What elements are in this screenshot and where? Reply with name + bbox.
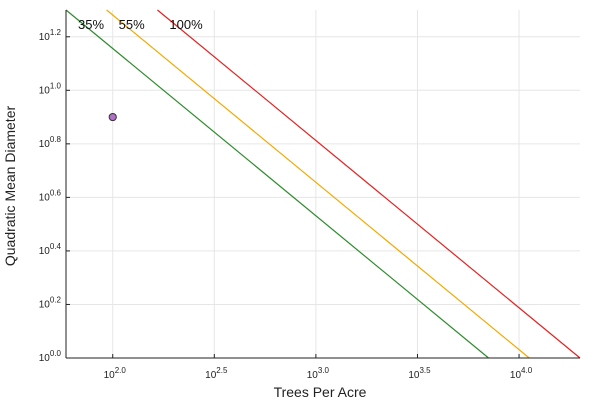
series-line-1 bbox=[106, 9, 530, 359]
grid-layer bbox=[66, 10, 580, 359]
y-tick-label-5: 101.0 bbox=[39, 81, 62, 96]
y-axis-label: Quadratic Mean Diameter bbox=[2, 106, 18, 267]
y-tick-layer: 100.0 100.2 100.4 100.6 100.8 101.0 101.2 bbox=[39, 28, 70, 364]
y-tick-label-6: 101.2 bbox=[39, 28, 62, 43]
y-tick-label-4: 100.8 bbox=[39, 135, 62, 150]
series-line-0 bbox=[65, 9, 489, 359]
y-tick-label-3: 100.6 bbox=[39, 188, 62, 203]
point-layer bbox=[108, 112, 117, 122]
x-tick-label-3: 103.5 bbox=[408, 366, 431, 381]
x-axis-label: Trees Per Acre bbox=[274, 384, 367, 400]
series-layer bbox=[65, 9, 581, 359]
x-tick-label-2: 103.0 bbox=[307, 366, 330, 381]
series-label-1: 55% bbox=[119, 17, 145, 32]
scatter-point-0 bbox=[108, 112, 117, 122]
x-tick-label-4: 104.0 bbox=[510, 366, 533, 381]
x-tick-label-1: 102.5 bbox=[205, 366, 228, 381]
label-layer: 35% 55% 100% bbox=[78, 17, 203, 32]
y-tick-label-1: 100.2 bbox=[39, 295, 62, 310]
series-label-0: 35% bbox=[78, 17, 104, 32]
series-label-2: 100% bbox=[169, 17, 203, 32]
y-tick-label-0: 100.0 bbox=[39, 349, 62, 364]
x-tick-layer: 102.0 102.5 103.0 103.5 104.0 bbox=[104, 354, 533, 381]
series-line-2 bbox=[157, 9, 581, 359]
x-tick-label-0: 102.0 bbox=[104, 366, 127, 381]
y-tick-label-2: 100.4 bbox=[39, 242, 62, 257]
